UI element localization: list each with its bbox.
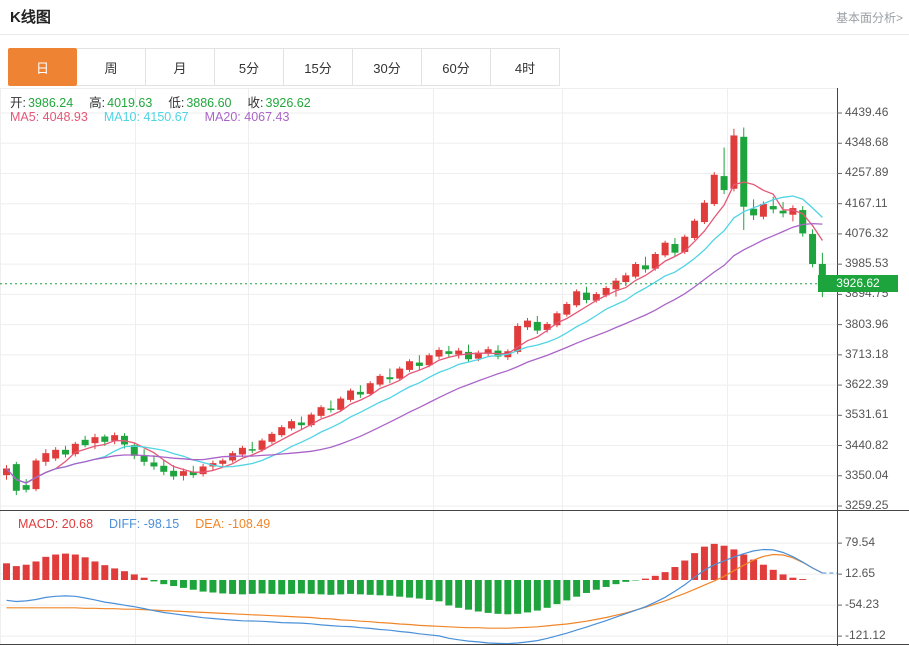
price-axis-label: 4167.11 [845, 195, 888, 210]
macd-axis-label: -121.12 [845, 628, 886, 643]
price-axis-label: 3803.96 [845, 316, 889, 331]
macd-axis-label: 79.54 [845, 535, 876, 550]
tab-4时[interactable]: 4时 [491, 48, 560, 86]
legend-item: 高: 4019.63 [89, 96, 153, 110]
tab-日[interactable]: 日 [8, 48, 77, 86]
legend-item: MACD: 20.68 [18, 517, 94, 531]
chart-area: 开: 3986.24 高: 4019.63 低: 3886.60 收: 3926.62 MA5… [0, 88, 909, 646]
current-price-badge: 3926.62 [818, 275, 898, 292]
header-divider [0, 34, 909, 35]
legend-item: 低: 3886.60 [168, 96, 232, 110]
tab-月[interactable]: 月 [146, 48, 215, 86]
fundamental-analysis-link[interactable]: 基本面分析> [835, 11, 903, 25]
macd-legend: MACD: 20.68 DIFF: -98.15 DEA: -108.49 [18, 517, 286, 531]
price-axis-label: 4076.32 [845, 225, 889, 240]
legend-item: DIFF: -98.15 [109, 517, 180, 531]
price-axis-label: 3531.61 [845, 407, 889, 422]
price-axis-label: 3440.82 [845, 437, 889, 452]
tab-周[interactable]: 周 [77, 48, 146, 86]
legend-item: MA20: 4067.43 [204, 110, 290, 124]
ma-legend: MA5: 4048.93 MA10: 4150.67 MA20: 4067.43 [10, 110, 305, 124]
price-axis-label: 3622.39 [845, 377, 889, 392]
tab-30分[interactable]: 30分 [353, 48, 422, 86]
tab-5分[interactable]: 5分 [215, 48, 284, 86]
price-axis-label: 4348.68 [845, 135, 889, 150]
price-axis-label: 3713.18 [845, 346, 889, 361]
tab-60分[interactable]: 60分 [422, 48, 491, 86]
price-axis-label: 4257.89 [845, 165, 889, 180]
ohlc-legend: 开: 3986.24 高: 4019.63 低: 3886.60 收: 3926.62 [10, 92, 327, 111]
tab-15分[interactable]: 15分 [284, 48, 353, 86]
legend-item: DEA: -108.49 [195, 517, 271, 531]
price-axis-label: 4439.46 [845, 105, 889, 119]
kline-chart-canvas[interactable] [0, 88, 909, 646]
legend-item: MA10: 4150.67 [103, 110, 189, 124]
legend-item: MA5: 4048.93 [10, 110, 88, 124]
price-axis-label: 3350.04 [845, 467, 889, 482]
macd-axis-label: -54.23 [845, 597, 880, 612]
legend-item: 开: 3986.24 [10, 96, 74, 110]
price-axis-label: 3259.25 [845, 497, 889, 512]
price-axis-label: 3985.53 [845, 256, 889, 271]
legend-item: 收: 3926.62 [247, 96, 311, 110]
page-title: K线图 [10, 9, 51, 26]
timeframe-tabs: 日周月 5分 15分 30分 60分 4时 [8, 48, 560, 86]
macd-axis-label: 12.65 [845, 566, 876, 581]
